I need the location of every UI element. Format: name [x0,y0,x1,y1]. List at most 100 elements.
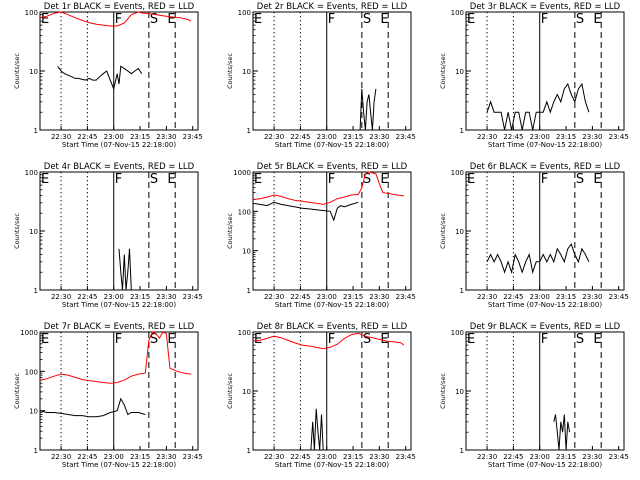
y-tick-label: 100 [25,169,38,177]
x-tick-label: 23:15 [130,453,150,461]
x-tick-label: 23:15 [556,453,576,461]
y-axis-label: Counts/sec [226,213,234,249]
y-tick-label: 10 [455,228,464,236]
x-tick-label: 22:30 [477,293,497,301]
y-axis-label: Counts/sec [13,373,21,409]
plot-frame [252,11,412,131]
x-tick-label: 23:15 [556,293,576,301]
x-tick-label: 22:30 [477,133,497,141]
x-tick-label: 22:45 [290,453,310,461]
y-tick-label: 1 [247,287,251,295]
x-tick-label: 23:45 [183,293,203,301]
x-tick-label: 23:30 [156,293,176,301]
y-axis-label: Counts/sec [439,373,447,409]
plot-frame [252,331,412,451]
event-marker-label: E [467,12,475,27]
x-tick-label: 22:45 [77,453,97,461]
lld-series-line [252,171,405,205]
x-axis-label: Start Time (07-Nov-15 22:18:00) [62,461,176,469]
plot-frame [39,11,199,131]
event-marker-label: E [380,172,388,187]
event-marker-label: E [380,12,388,27]
y-axis-label: Counts/sec [226,373,234,409]
x-tick-label: 22:45 [290,293,310,301]
panel-9: Det 9r BLACK = Events, RED = LLD 1 10 100 22… [439,322,629,469]
x-tick-label: 23:45 [609,133,629,141]
x-tick-label: 23:30 [582,133,602,141]
y-tick-label: 10 [455,68,464,76]
panel-2: Det 2r BLACK = Events, RED = LLD 1 10 100 22… [226,2,416,149]
plot-frame [465,11,625,131]
event-marker-label: F [328,332,335,347]
events-series-line [118,248,132,291]
y-tick-label: 100 [238,329,251,337]
plot-frame [252,171,412,291]
y-axis-label: Counts/sec [439,213,447,249]
lld-series-line [39,331,192,384]
event-marker-label: E [167,172,175,187]
y-tick-label: 1 [34,447,38,455]
x-tick-label: 23:00 [104,453,124,461]
event-marker-label: S [576,172,584,187]
event-marker-label: S [150,332,158,347]
event-marker-label: E [593,332,601,347]
event-marker-label: E [167,332,175,347]
x-tick-label: 23:15 [556,133,576,141]
y-tick-label: 10 [242,68,251,76]
lld-series-line [39,11,192,27]
events-series-line [486,243,590,275]
event-marker-label: F [115,12,122,27]
x-tick-label: 23:00 [530,293,550,301]
event-marker-label: E [380,332,388,347]
x-tick-label: 23:30 [156,133,176,141]
x-tick-label: 22:30 [264,293,284,301]
x-tick-label: 22:45 [503,453,523,461]
x-tick-label: 23:45 [396,293,416,301]
y-tick-label: 100 [25,368,38,376]
y-tick-label: 10 [242,388,251,396]
x-axis-label: Start Time (07-Nov-15 22:18:00) [488,461,602,469]
x-axis-label: Start Time (07-Nov-15 22:18:00) [488,301,602,309]
event-marker-label: F [115,172,122,187]
events-series-line [252,201,359,222]
y-tick-label: 1 [460,127,464,135]
x-tick-label: 22:45 [503,133,523,141]
x-tick-label: 23:45 [609,293,629,301]
x-tick-label: 23:15 [130,133,150,141]
x-tick-label: 23:15 [343,453,363,461]
lld-series-line [252,332,405,350]
x-tick-label: 23:45 [183,453,203,461]
y-tick-label: 1 [247,447,251,455]
y-axis-label: Counts/sec [13,53,21,89]
events-series-line [486,82,590,131]
plot-frame [465,331,625,451]
panel-3: Det 3r BLACK = Events, RED = LLD 1 10 100 22… [439,2,629,149]
plot-frame [39,331,199,451]
x-axis-label: Start Time (07-Nov-15 22:18:00) [488,141,602,149]
y-tick-label: 1 [460,447,464,455]
event-marker-label: S [576,12,584,27]
event-marker-label: E [254,172,262,187]
panel-title: Det 9r BLACK = Events, RED = LLD [470,322,621,332]
event-marker-label: F [115,332,122,347]
event-marker-label: S [363,12,371,27]
x-tick-label: 23:15 [343,293,363,301]
event-marker-label: E [167,12,175,27]
events-series-line [39,397,146,418]
plot-frame [39,171,199,291]
panel-title: Det 8r BLACK = Events, RED = LLD [257,322,408,332]
panel-title: Det 2r BLACK = Events, RED = LLD [257,2,408,12]
x-axis-label: Start Time (07-Nov-15 22:18:00) [275,461,389,469]
x-tick-label: 22:30 [264,453,284,461]
event-marker-label: E [593,172,601,187]
x-tick-label: 23:30 [582,293,602,301]
x-tick-label: 23:45 [609,453,629,461]
y-tick-label: 1000 [20,329,38,337]
panel-5: Det 5r BLACK = Events, RED = LLD 1 10 100 10… [226,162,416,309]
event-marker-label: S [363,332,371,347]
x-axis-label: Start Time (07-Nov-15 22:18:00) [275,301,389,309]
x-tick-label: 23:30 [369,133,389,141]
y-tick-label: 10 [29,408,38,416]
event-marker-label: S [150,172,158,187]
